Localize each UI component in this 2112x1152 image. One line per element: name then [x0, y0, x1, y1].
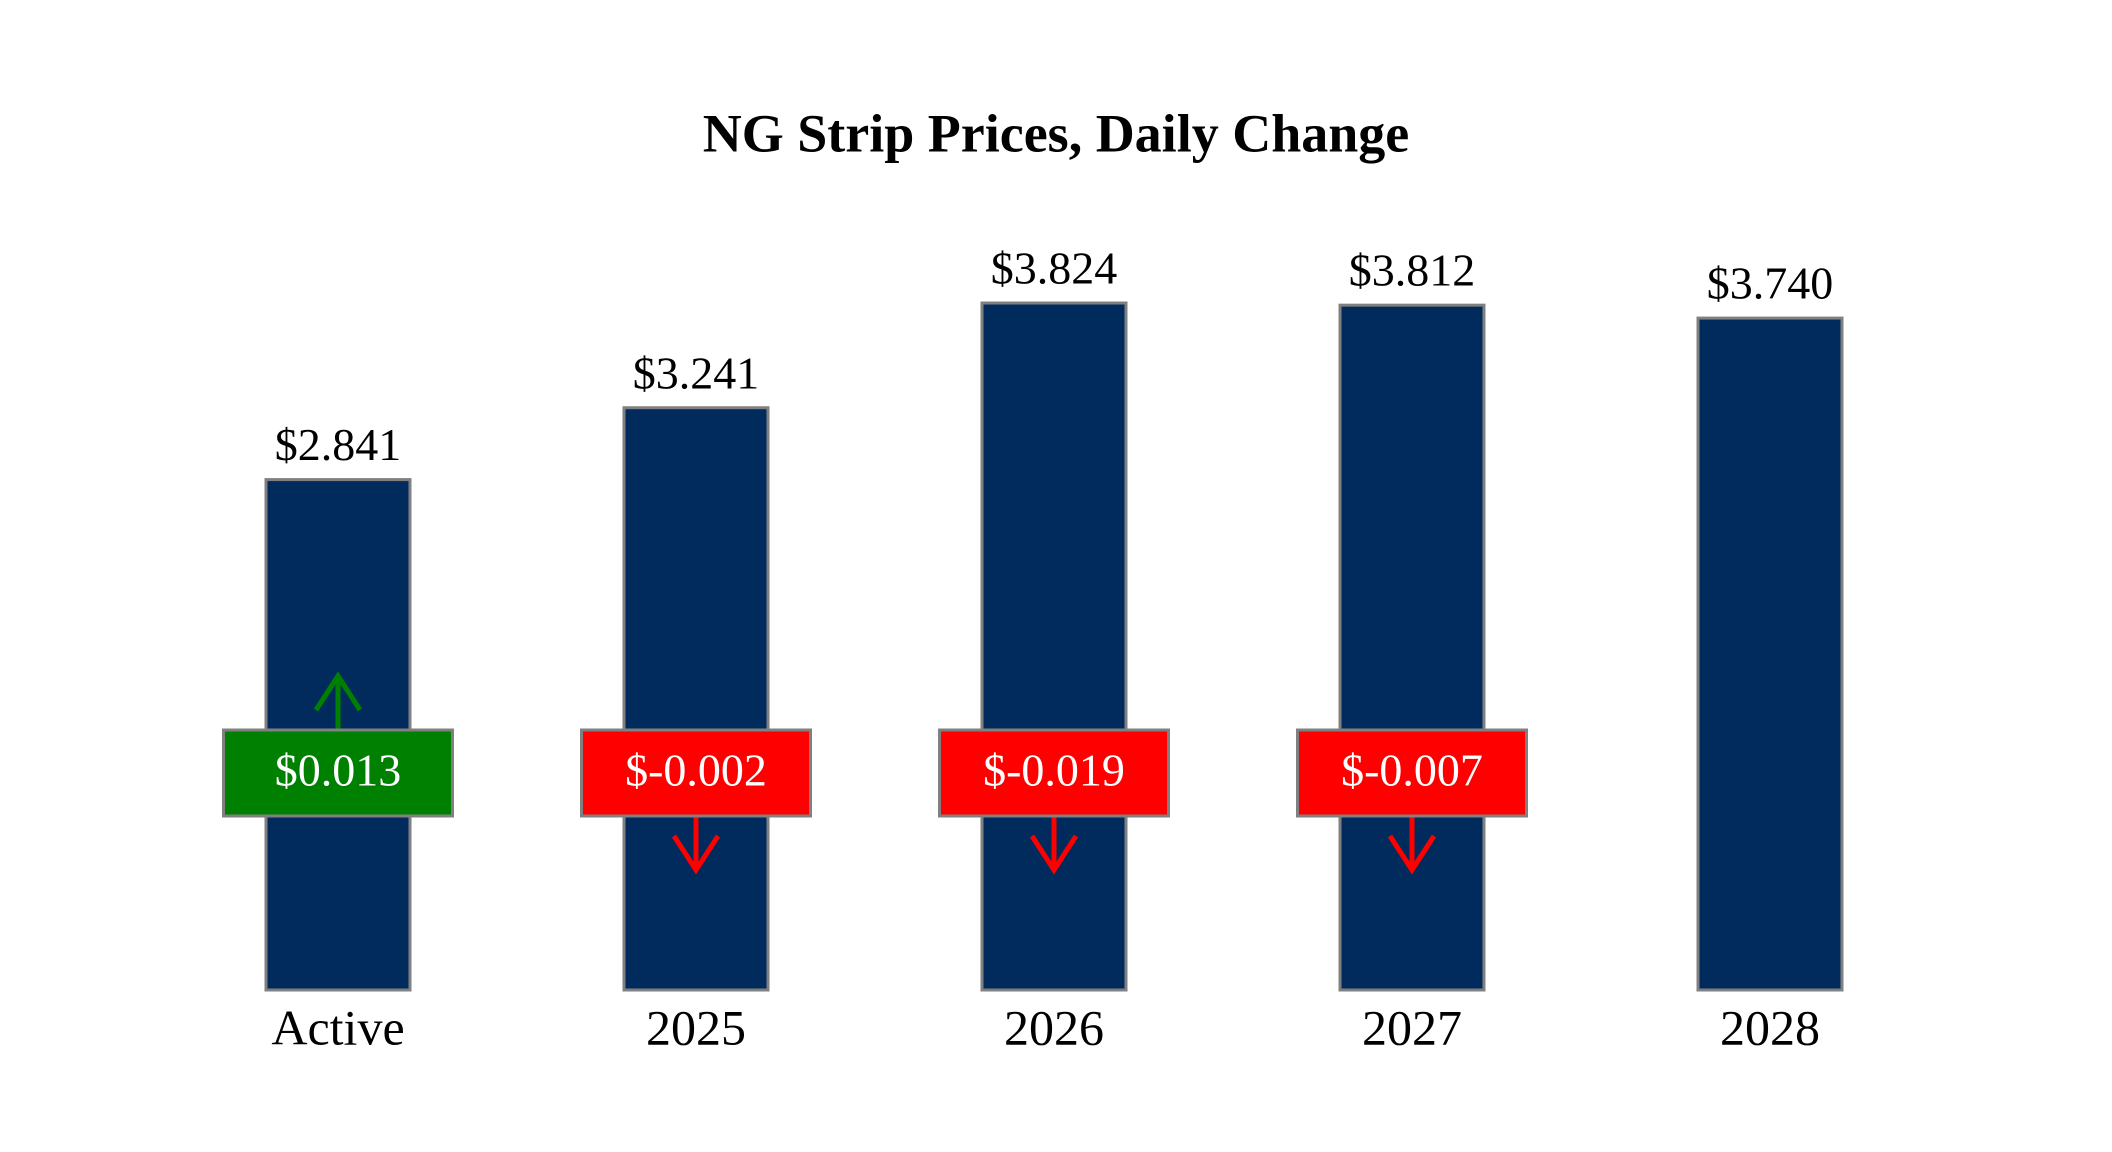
bar	[980, 301, 1128, 992]
value-label: $3.241	[633, 347, 760, 398]
bar	[1696, 316, 1844, 992]
value-label: $3.812	[1349, 245, 1476, 296]
change-box	[1296, 728, 1528, 818]
change-label: $-0.002	[625, 745, 767, 796]
x-tick-label: 2027	[1362, 999, 1462, 1055]
change-label: $-0.007	[1341, 745, 1483, 796]
value-label: $3.740	[1707, 258, 1834, 309]
change-arrow-head	[671, 834, 721, 875]
value-label: $3.824	[991, 243, 1118, 294]
change-arrow-head	[313, 671, 363, 712]
bar	[1338, 303, 1486, 992]
change-box	[580, 728, 812, 818]
change-label: $0.013	[275, 745, 402, 796]
change-arrow-head	[1029, 834, 1079, 875]
chart-title: NG Strip Prices, Daily Change	[703, 103, 1409, 163]
x-tick-label: Active	[271, 999, 404, 1055]
change-box	[222, 728, 454, 818]
value-label: $2.841	[275, 419, 402, 470]
bar	[622, 406, 770, 992]
x-tick-label: 2026	[1004, 999, 1104, 1055]
x-tick-label: 2025	[646, 999, 746, 1055]
change-label: $-0.019	[983, 745, 1125, 796]
change-box	[938, 728, 1170, 818]
x-tick-label: 2028	[1720, 999, 1820, 1055]
change-arrow-head	[1387, 834, 1437, 875]
